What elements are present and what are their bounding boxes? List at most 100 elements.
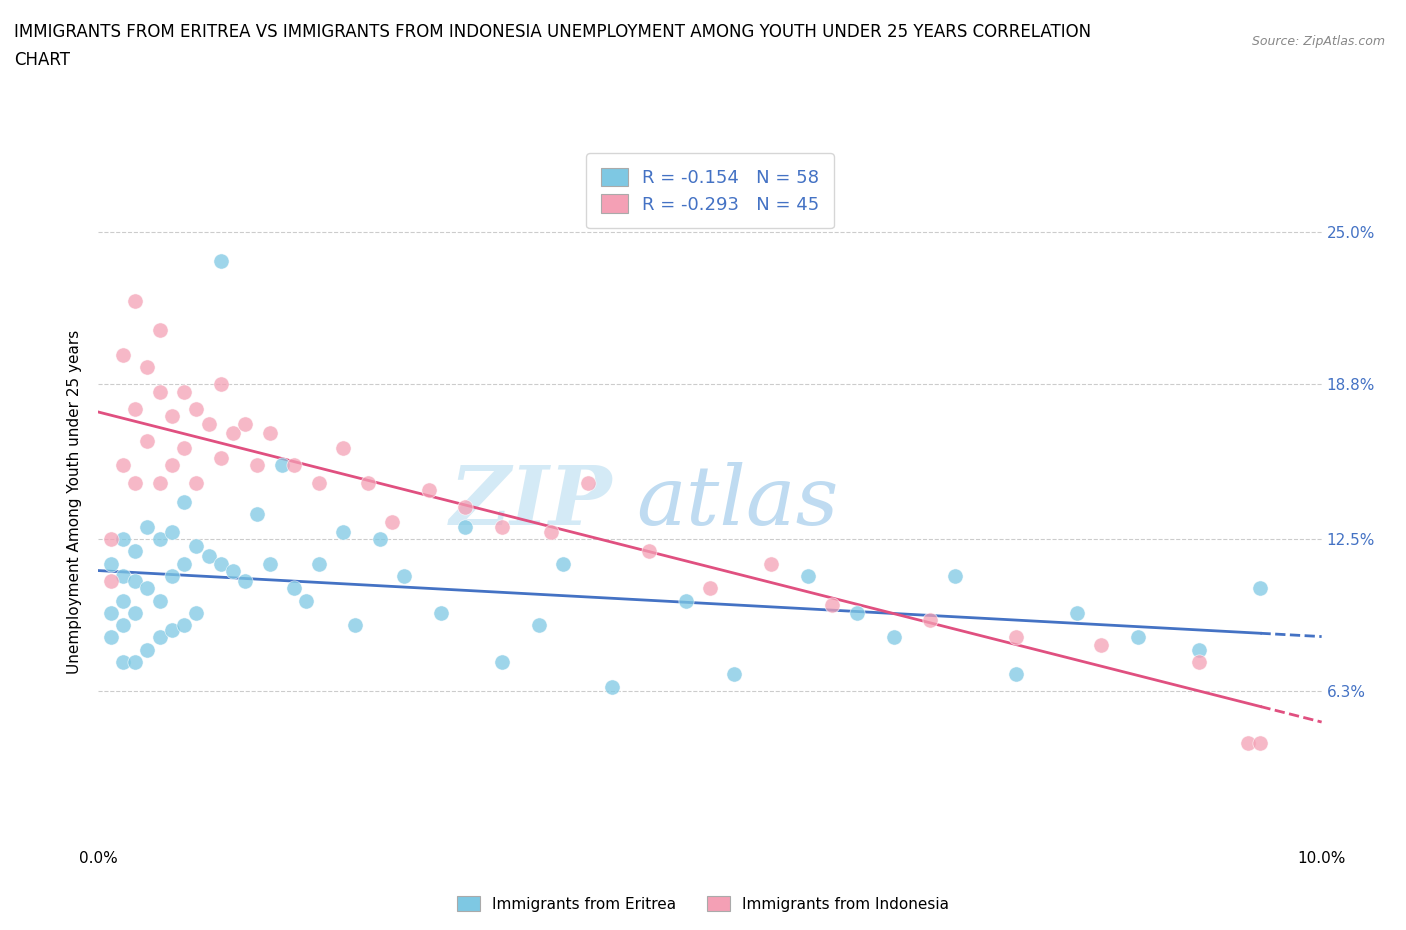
Point: [295, 593, 318, 608]
Point: [197, 549, 219, 564]
Point: [124, 655, 146, 670]
Point: [233, 416, 256, 431]
Point: [1188, 643, 1211, 658]
Point: [136, 433, 159, 448]
Point: [173, 384, 195, 399]
Point: [100, 630, 122, 644]
Point: [209, 556, 232, 571]
Point: [100, 532, 122, 547]
Point: [943, 568, 966, 583]
Point: [1237, 736, 1260, 751]
Point: [283, 580, 305, 596]
Point: [332, 441, 354, 456]
Point: [160, 568, 183, 583]
Point: [173, 556, 195, 571]
Point: [186, 402, 208, 417]
Point: [418, 483, 440, 498]
Point: [1128, 630, 1150, 644]
Point: [259, 426, 281, 441]
Point: [759, 556, 782, 571]
Point: [233, 574, 256, 589]
Point: [491, 655, 513, 670]
Point: [149, 323, 172, 338]
Point: [1090, 637, 1112, 652]
Point: [527, 618, 550, 632]
Text: atlas: atlas: [637, 462, 839, 542]
Point: [173, 495, 195, 510]
Point: [920, 613, 942, 628]
Point: [111, 532, 134, 547]
Point: [454, 519, 477, 534]
Point: [111, 593, 134, 608]
Point: [100, 574, 122, 589]
Point: [124, 402, 146, 417]
Legend: R = -0.154   N = 58, R = -0.293   N = 45: R = -0.154 N = 58, R = -0.293 N = 45: [586, 153, 834, 228]
Point: [1004, 667, 1026, 682]
Point: [283, 458, 305, 472]
Point: [308, 556, 330, 571]
Point: [845, 605, 868, 620]
Point: [1249, 736, 1271, 751]
Point: [149, 532, 172, 547]
Point: [136, 360, 159, 375]
Point: [149, 593, 172, 608]
Point: [111, 618, 134, 632]
Point: [111, 568, 134, 583]
Point: [356, 475, 378, 490]
Point: [173, 441, 195, 456]
Point: [821, 598, 844, 613]
Point: [186, 539, 208, 554]
Point: [368, 532, 391, 547]
Point: [1188, 655, 1211, 670]
Point: [136, 519, 159, 534]
Point: [124, 605, 146, 620]
Point: [1004, 630, 1026, 644]
Point: [100, 556, 122, 571]
Point: [111, 458, 134, 472]
Point: [124, 544, 146, 559]
Point: [124, 293, 146, 308]
Point: [100, 605, 122, 620]
Point: [259, 556, 281, 571]
Point: [173, 618, 195, 632]
Point: [1066, 605, 1088, 620]
Point: [246, 507, 269, 522]
Point: [136, 580, 159, 596]
Legend: Immigrants from Eritrea, Immigrants from Indonesia: Immigrants from Eritrea, Immigrants from…: [451, 890, 955, 918]
Y-axis label: Unemployment Among Youth under 25 years: Unemployment Among Youth under 25 years: [67, 330, 83, 674]
Text: ZIP: ZIP: [450, 462, 612, 542]
Point: [797, 568, 820, 583]
Point: [222, 564, 245, 578]
Point: [883, 630, 905, 644]
Point: [576, 475, 599, 490]
Point: [344, 618, 367, 632]
Point: [136, 643, 159, 658]
Point: [149, 384, 172, 399]
Point: [222, 426, 245, 441]
Point: [186, 475, 208, 490]
Point: [124, 574, 146, 589]
Text: IMMIGRANTS FROM ERITREA VS IMMIGRANTS FROM INDONESIA UNEMPLOYMENT AMONG YOUTH UN: IMMIGRANTS FROM ERITREA VS IMMIGRANTS FR…: [14, 23, 1091, 41]
Point: [149, 630, 172, 644]
Point: [111, 655, 134, 670]
Point: [197, 416, 219, 431]
Point: [209, 450, 232, 465]
Point: [723, 667, 745, 682]
Point: [124, 475, 146, 490]
Point: [246, 458, 269, 472]
Point: [675, 593, 697, 608]
Point: [160, 458, 183, 472]
Point: [308, 475, 330, 490]
Point: [149, 475, 172, 490]
Point: [1249, 580, 1271, 596]
Point: [270, 458, 292, 472]
Text: Source: ZipAtlas.com: Source: ZipAtlas.com: [1251, 35, 1385, 48]
Point: [454, 499, 477, 514]
Point: [491, 519, 513, 534]
Text: CHART: CHART: [14, 51, 70, 69]
Point: [381, 514, 404, 529]
Point: [332, 525, 354, 539]
Point: [430, 605, 453, 620]
Point: [160, 409, 183, 424]
Point: [699, 580, 721, 596]
